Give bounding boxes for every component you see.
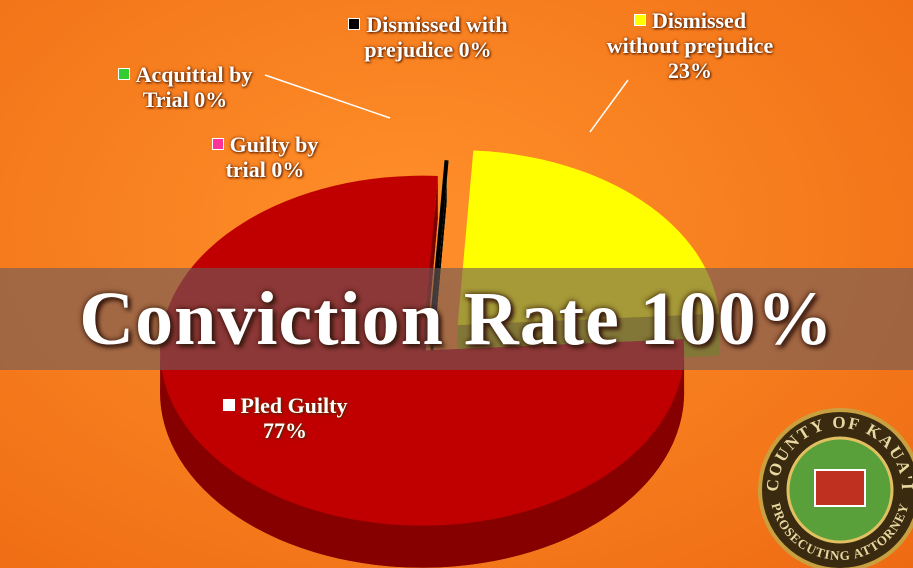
legend-marker bbox=[211, 138, 224, 150]
slice-label: Acquittal by Trial 0% bbox=[95, 62, 275, 112]
slice-label: Pled Guilty 77% bbox=[195, 393, 375, 443]
slice-label: Guilty by trial 0% bbox=[190, 132, 340, 182]
legend-marker bbox=[348, 18, 361, 30]
slice-base bbox=[430, 202, 447, 378]
legend-marker bbox=[117, 68, 130, 80]
banner bbox=[0, 268, 913, 370]
value-label: 23% bbox=[668, 58, 712, 83]
category-label: Guilty by trial bbox=[225, 132, 319, 182]
value-label: 0% bbox=[194, 87, 228, 112]
seal-emblem bbox=[814, 469, 866, 507]
slice-label: Dismissed without prejudice 23% bbox=[600, 8, 780, 83]
value-label: 0% bbox=[271, 157, 305, 182]
leader-line bbox=[264, 74, 391, 119]
legend-marker bbox=[633, 14, 646, 26]
category-label: Acquittal by Trial bbox=[135, 62, 253, 112]
category-label: Pled Guilty bbox=[240, 393, 348, 418]
value-label: 0% bbox=[458, 37, 492, 62]
category-label: Dismissed without prejudice bbox=[606, 8, 774, 58]
seal: COUNTY OF KAUA'I PROSECUTING ATTORNEY bbox=[758, 408, 913, 568]
leader-line bbox=[589, 79, 629, 133]
slice-label: Dismissed with prejudice 0% bbox=[318, 12, 538, 62]
category-label: Dismissed with prejudice bbox=[364, 12, 508, 62]
slice-side bbox=[160, 350, 685, 568]
annotation: Conviction Rate 100% bbox=[79, 277, 834, 361]
value-label: 77% bbox=[263, 418, 307, 443]
legend-marker bbox=[222, 399, 235, 411]
